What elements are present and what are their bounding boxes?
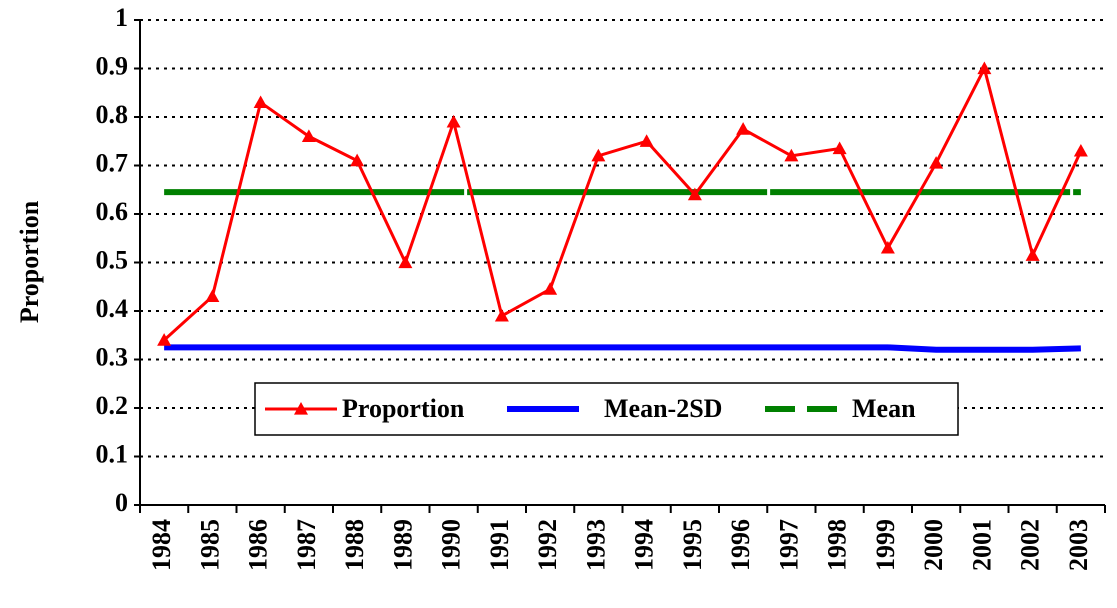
x-tick-label: 2001 (967, 519, 996, 571)
x-tick-label: 1994 (630, 519, 659, 571)
x-tick-label: 1993 (581, 519, 610, 571)
x-tick-label: 1997 (774, 519, 803, 571)
marker (929, 156, 944, 169)
y-tick-label: 0.7 (96, 148, 129, 177)
series-line (163, 64, 1083, 342)
y-tick-label: 0.3 (96, 342, 129, 371)
x-tick-label: 1986 (244, 519, 273, 571)
y-tick-label: 0.9 (96, 51, 129, 80)
marker (832, 141, 847, 155)
y-tick-label: 0.2 (96, 391, 129, 420)
x-tick-label: 1992 (533, 519, 562, 571)
x-tick-label: 1988 (340, 519, 369, 571)
x-tick-label: 2002 (1016, 519, 1045, 571)
y-tick-label: 0.1 (96, 439, 129, 468)
marker (639, 134, 654, 147)
y-tick-label: 0.4 (96, 294, 129, 323)
marker (736, 122, 751, 135)
marker (446, 114, 461, 128)
y-tick-label: 0.5 (96, 245, 129, 274)
legend (254, 382, 959, 436)
marker (398, 255, 413, 269)
marker (350, 153, 365, 167)
marker (253, 95, 268, 109)
marker (543, 282, 558, 295)
legend-label: Proportion (342, 394, 465, 423)
marker (301, 129, 316, 142)
marker (784, 148, 799, 162)
x-tick-label: 1991 (485, 519, 514, 571)
marker (205, 289, 220, 303)
legend-label: Mean (852, 394, 916, 423)
marker (494, 308, 509, 322)
marker (1025, 248, 1040, 261)
series-line (164, 344, 1081, 353)
x-tick-label: 1984 (147, 519, 176, 571)
x-tick-label: 1987 (292, 519, 321, 571)
marker (157, 333, 172, 346)
y-tick-label: 0.8 (96, 100, 129, 129)
y-axis-label: Proportion (15, 200, 44, 323)
x-tick-label: 2000 (919, 519, 948, 571)
x-tick-label: 1996 (726, 519, 755, 571)
legend-label: Mean-2SD (604, 394, 722, 423)
x-tick-label: 1985 (195, 519, 224, 571)
marker (687, 187, 702, 201)
x-tick-label: 1999 (871, 519, 900, 571)
x-tick-label: 1990 (437, 519, 466, 571)
x-tick-label: 2003 (1064, 519, 1093, 571)
marker (977, 61, 992, 75)
legend-marker (294, 402, 308, 415)
y-tick-label: 0 (115, 488, 128, 517)
marker (1073, 143, 1088, 157)
x-tick-label: 1998 (823, 519, 852, 571)
x-tick-label: 1989 (388, 519, 417, 571)
marker (591, 148, 606, 162)
y-tick-label: 1 (115, 3, 128, 32)
marker (880, 240, 895, 254)
x-tick-label: 1995 (678, 519, 707, 571)
y-tick-label: 0.6 (96, 197, 129, 226)
